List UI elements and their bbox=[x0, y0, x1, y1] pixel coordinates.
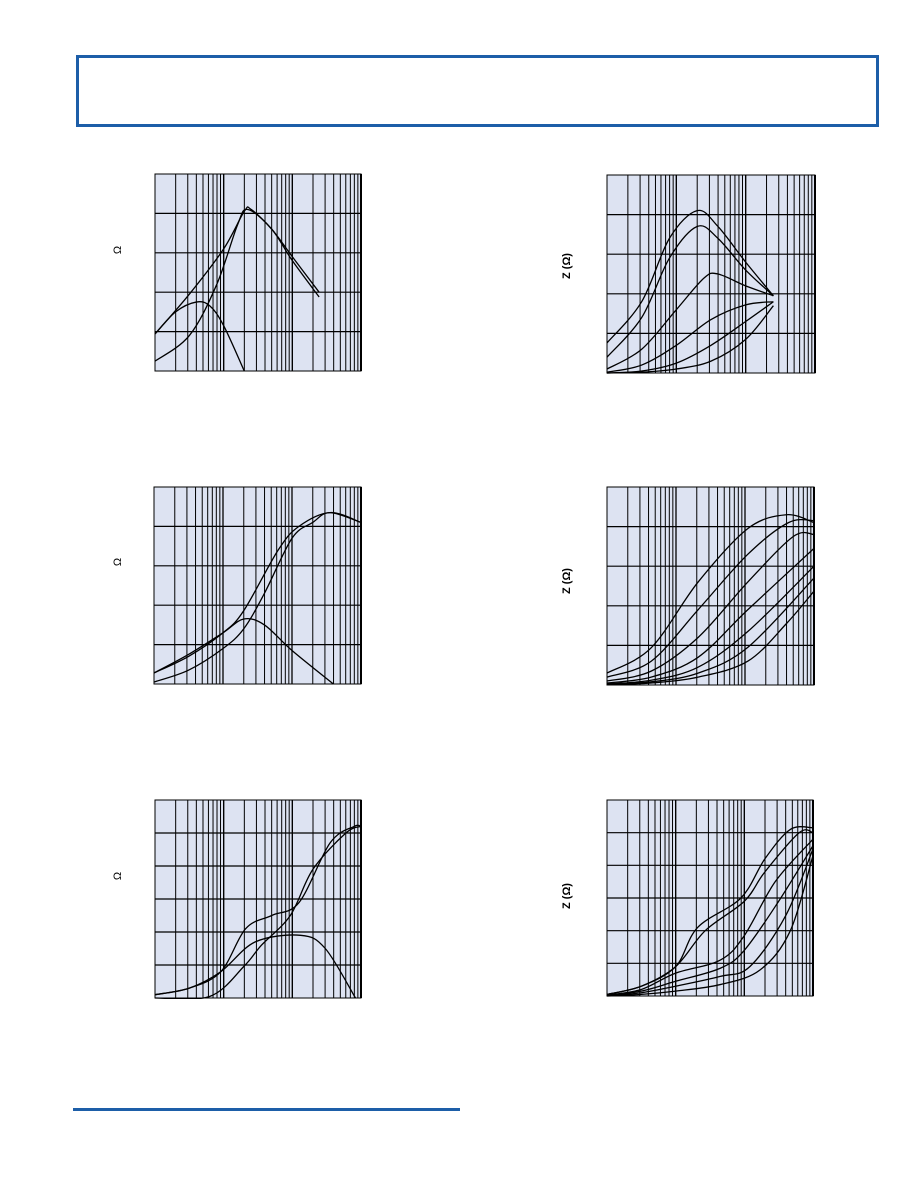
chart-1 bbox=[154, 173, 362, 377]
header-box bbox=[76, 55, 879, 127]
series-line-7 bbox=[606, 590, 815, 686]
series-line-6 bbox=[606, 577, 815, 685]
chart-2 bbox=[606, 174, 816, 379]
chart-5-ylabel: Ω bbox=[112, 871, 124, 881]
chart-6 bbox=[606, 799, 814, 1002]
chart-3 bbox=[153, 486, 362, 690]
series-line-1 bbox=[606, 514, 815, 674]
chart-4-ylabel: Z (Ω) bbox=[561, 568, 573, 594]
series-line-6 bbox=[606, 305, 774, 374]
series-line-2 bbox=[606, 829, 814, 995]
plot-area bbox=[606, 174, 816, 374]
series-line-2 bbox=[154, 825, 362, 1000]
series-line-3 bbox=[154, 301, 245, 372]
series-line-4 bbox=[606, 301, 774, 373]
chart-6-ylabel: Z (Ω) bbox=[561, 883, 573, 909]
chart-2-ylabel: Z (Ω) bbox=[561, 253, 573, 279]
chart-4 bbox=[606, 486, 815, 691]
chart-3-ylabel: Ω bbox=[112, 557, 124, 567]
chart-2-plot bbox=[606, 174, 816, 374]
series-line-3 bbox=[606, 838, 814, 996]
chart-5 bbox=[154, 799, 362, 1004]
series-line-5 bbox=[606, 565, 815, 685]
series-line-1 bbox=[154, 206, 320, 335]
series-line-4 bbox=[606, 845, 814, 996]
chart-1-ylabel: Ω bbox=[112, 245, 124, 255]
series-line-4 bbox=[606, 547, 815, 684]
series-line-3 bbox=[154, 934, 357, 999]
series-line-6 bbox=[606, 855, 814, 997]
chart-6-plot bbox=[606, 799, 814, 997]
footer-rule bbox=[73, 1108, 460, 1111]
series-line-2 bbox=[606, 518, 815, 678]
plot-area bbox=[606, 486, 815, 686]
series-line-3 bbox=[606, 272, 774, 370]
series-line-5 bbox=[606, 848, 814, 997]
series-line-3 bbox=[606, 531, 815, 682]
plot-area bbox=[154, 173, 362, 372]
series-line-5 bbox=[606, 301, 774, 374]
series-line-3 bbox=[153, 617, 334, 685]
series-line-2 bbox=[154, 208, 320, 362]
chart-5-plot bbox=[154, 799, 362, 1000]
series-line-2 bbox=[606, 225, 774, 358]
chart-1-plot bbox=[154, 173, 362, 372]
chart-4-plot bbox=[606, 486, 815, 686]
series-line-1 bbox=[606, 209, 774, 344]
series-line-2 bbox=[153, 511, 362, 683]
chart-3-plot bbox=[153, 486, 362, 685]
